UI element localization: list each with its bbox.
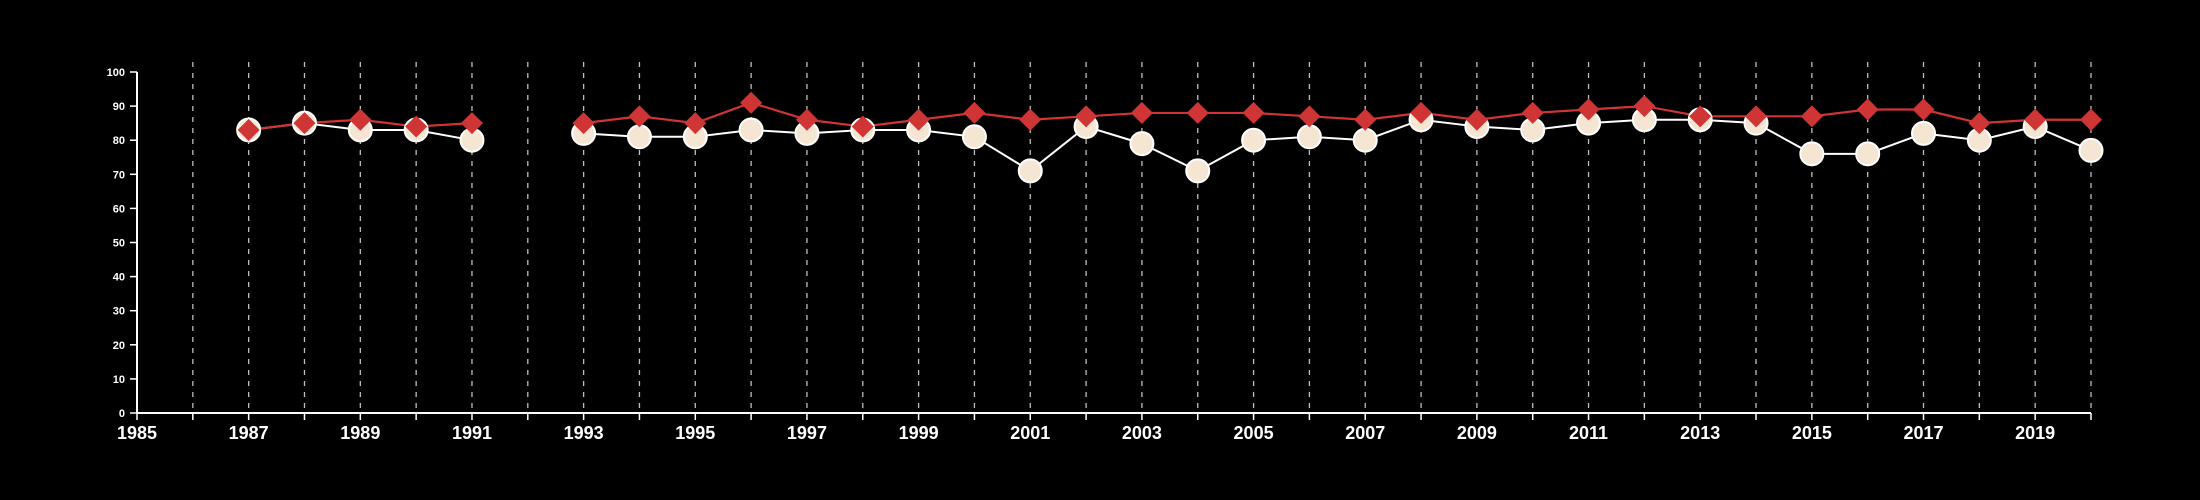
series-1-point-1989 — [349, 108, 372, 131]
series-1-point-2011 — [1577, 98, 1600, 121]
series-1-point-1999 — [907, 108, 930, 131]
x-tick-label-2015: 2015 — [1792, 423, 1832, 443]
series-1-point-2007 — [1354, 108, 1377, 131]
series-2-point-2015 — [1799, 141, 1825, 167]
series-2-point-2005 — [1241, 127, 1267, 153]
series-2-line-segment-2 — [583, 118, 2092, 173]
series-1-point-1994 — [628, 105, 651, 128]
series-layer — [236, 91, 2104, 184]
series-1-point-1990 — [405, 115, 428, 138]
series-1-point-2012 — [1633, 95, 1656, 118]
series-1-point-2009 — [1465, 108, 1488, 131]
x-tick-label-1999: 1999 — [899, 423, 939, 443]
series-1-point-2008 — [1410, 101, 1433, 124]
y-tick-label-50: 50 — [113, 238, 125, 250]
series-1-point-2014 — [1745, 105, 1768, 128]
series-2-point-2017 — [1911, 120, 1937, 146]
x-tick-label-2007: 2007 — [1345, 423, 1385, 443]
x-tick-label-2017: 2017 — [1903, 423, 1943, 443]
series-1-point-2017 — [1912, 98, 1935, 121]
series-1-point-2015 — [1800, 105, 1823, 128]
y-axis-ticks: 0 10 20 30 40 50 60 70 80 90 100 — [107, 67, 137, 420]
series-1-point-1997 — [795, 108, 818, 131]
series-1-point-2004 — [1186, 101, 1209, 124]
x-axis-ticks: 1985 1987 1989 1991 1993 1995 1997 1999 2001 2003… — [117, 413, 2092, 443]
series-1-point-2013 — [1689, 105, 1712, 128]
series-2-point-2000 — [961, 124, 987, 150]
y-tick-label-90: 90 — [113, 101, 125, 113]
y-tick-label-30: 30 — [113, 306, 125, 318]
series-1-point-2016 — [1856, 98, 1879, 121]
y-tick-label-60: 60 — [113, 203, 125, 215]
x-tick-label-1987: 1987 — [229, 423, 269, 443]
series-2-point-2020 — [2078, 137, 2104, 163]
series-2-point-2006 — [1296, 124, 1322, 150]
series-1-point-1995 — [684, 112, 707, 135]
x-tick-label-1985: 1985 — [117, 423, 157, 443]
x-tick-label-1995: 1995 — [675, 423, 715, 443]
series-1-point-2020 — [2080, 108, 2102, 131]
x-tick-label-1991: 1991 — [452, 423, 492, 443]
x-tick-label-2001: 2001 — [1010, 423, 1050, 443]
series-2-point-1994 — [626, 124, 652, 150]
series-1-point-1988 — [293, 112, 316, 135]
x-tick-label-2005: 2005 — [1234, 423, 1274, 443]
series-1-point-2019 — [2024, 108, 2047, 131]
x-tick-label-2019: 2019 — [2015, 423, 2055, 443]
series-1-point-1998 — [851, 115, 874, 138]
series-2-point-1996 — [738, 117, 764, 143]
x-tick-label-1993: 1993 — [564, 423, 604, 443]
series-1-point-2000 — [963, 101, 986, 124]
y-tick-label-20: 20 — [113, 340, 125, 352]
x-tick-label-2009: 2009 — [1457, 423, 1497, 443]
series-2-point-2004 — [1185, 158, 1211, 184]
series-2-point-2003 — [1129, 131, 1155, 157]
series-1-point-1993 — [572, 112, 595, 135]
series-1-point-2002 — [1075, 105, 1098, 128]
y-tick-label-40: 40 — [113, 272, 125, 284]
y-tick-label-0: 0 — [119, 408, 125, 420]
x-tick-label-2011: 2011 — [1569, 423, 1608, 443]
x-tick-label-2003: 2003 — [1122, 423, 1162, 443]
axes — [136, 72, 2091, 414]
y-tick-label-10: 10 — [113, 374, 125, 386]
series-2-point-2016 — [1855, 141, 1881, 167]
series-1-point-2018 — [1968, 112, 1991, 135]
series-2-point-2007 — [1352, 127, 1378, 153]
x-tick-label-2013: 2013 — [1680, 423, 1720, 443]
series-1-line-segment-2 — [583, 101, 2091, 128]
series-2-point-2001 — [1017, 158, 1043, 184]
series-1-point-2003 — [1130, 101, 1153, 124]
y-tick-label-80: 80 — [113, 135, 125, 147]
series-1-point-2001 — [1019, 108, 1042, 131]
series-1-point-2005 — [1242, 101, 1265, 124]
y-tick-label-70: 70 — [113, 169, 125, 181]
series-1-point-2006 — [1298, 105, 1321, 128]
series-1-point-2010 — [1521, 101, 1544, 124]
x-tick-label-1997: 1997 — [787, 423, 827, 443]
series-1-point-1987 — [237, 118, 260, 141]
y-tick-label-100: 100 — [107, 67, 125, 79]
x-tick-label-1989: 1989 — [340, 423, 380, 443]
series-1-point-1991 — [460, 112, 483, 135]
series-1-point-1996 — [740, 91, 763, 114]
